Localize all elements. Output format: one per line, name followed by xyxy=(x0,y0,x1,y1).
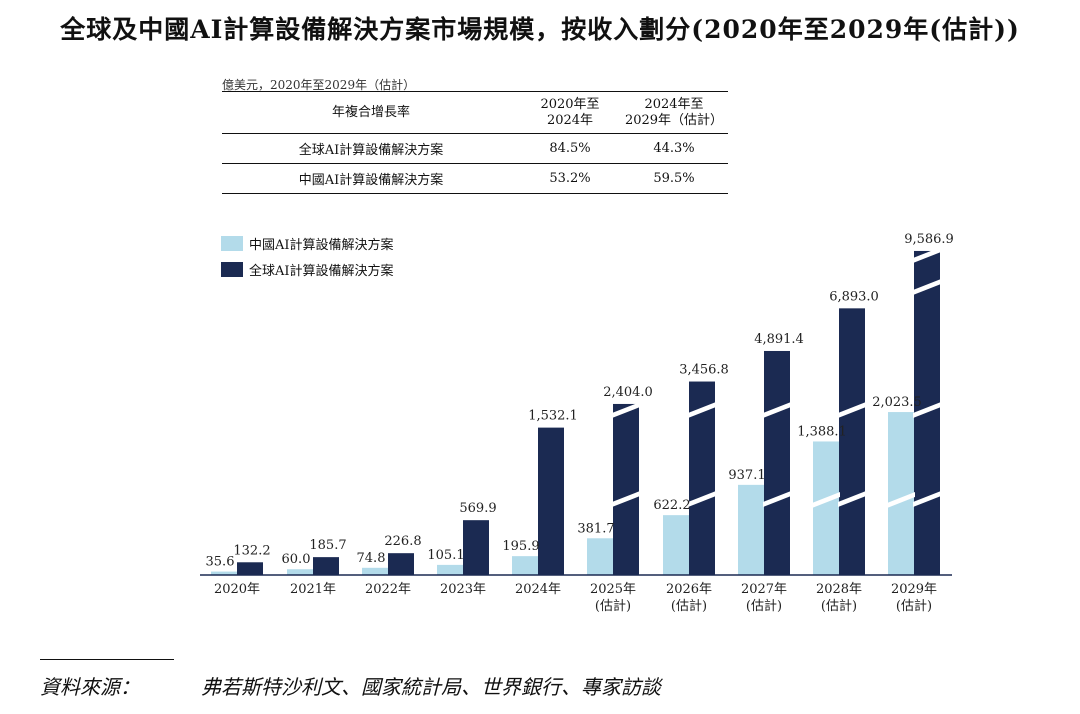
bar-global xyxy=(538,427,564,575)
x-tick-label: (估計) xyxy=(595,598,631,614)
cagr-row-label: 全球AI計算設備解決方案 xyxy=(222,133,520,164)
x-tick-label: 2027年 xyxy=(741,582,787,597)
x-tick-label: 2026年 xyxy=(666,582,712,597)
axis-break-mark xyxy=(913,279,941,295)
axis-break-mark xyxy=(838,402,866,418)
cagr-header-period-2-line2: 2029年（估計） xyxy=(624,112,724,128)
axis-break-mark xyxy=(763,279,791,295)
source-divider xyxy=(40,659,174,660)
data-label-china: 105.1 xyxy=(427,548,464,563)
cagr-header-period-1: 2020年至 2024年 xyxy=(520,91,620,134)
data-label-global: 6,893.0 xyxy=(829,289,879,304)
legend-item-global: 全球AI計算設備解決方案 xyxy=(221,259,394,279)
data-label-china: 622.2 xyxy=(653,498,690,513)
data-label-china: 1,388.1 xyxy=(797,424,847,439)
data-label-global: 4,891.4 xyxy=(754,332,804,347)
bar-china xyxy=(587,538,613,575)
cagr-row-label: 中國AI計算設備解決方案 xyxy=(222,163,520,194)
axis-break-mark xyxy=(763,402,791,418)
axis-break-mark xyxy=(913,491,941,507)
x-tick-label: (估計) xyxy=(746,598,782,614)
cagr-row-value: 59.5% xyxy=(620,163,728,194)
table-row: 中國AI計算設備解決方案 53.2% 59.5% xyxy=(222,163,728,194)
legend-label-china: 中國AI計算設備解決方案 xyxy=(249,237,394,253)
data-label-global: 2,404.0 xyxy=(603,385,653,400)
bar-global xyxy=(237,562,263,575)
bar-china xyxy=(512,556,538,575)
bar-china xyxy=(888,412,914,575)
bar-china xyxy=(362,567,388,575)
x-tick-label: (估計) xyxy=(821,598,857,614)
source-text: 弗若斯特沙利文、國家統計局、世界銀行、專家訪談 xyxy=(201,675,661,699)
source-label: 資料來源： xyxy=(40,675,140,699)
legend-item-china: 中國AI計算設備解決方案 xyxy=(221,233,394,253)
bar-global xyxy=(839,308,865,575)
bar-china xyxy=(211,571,237,575)
data-label-china: 381.7 xyxy=(577,521,614,536)
cagr-table: 年複合增長率 2020年至 2024年 2024年至 2029年（估計） 全球A… xyxy=(222,91,728,194)
bar-global xyxy=(463,520,489,575)
x-tick-label: 2024年 xyxy=(515,582,561,597)
data-label-global: 569.9 xyxy=(459,501,496,516)
x-tick-label: 2020年 xyxy=(214,582,260,597)
table-row: 全球AI計算設備解決方案 84.5% 44.3% xyxy=(222,133,728,164)
axis-break-mark xyxy=(838,279,866,295)
bar-china xyxy=(663,515,689,575)
cagr-header-period-1-line2: 2024年 xyxy=(546,112,594,128)
data-label-china: 195.9 xyxy=(502,539,539,554)
axis-break-mark xyxy=(812,492,840,508)
legend-label-global: 全球AI計算設備解決方案 xyxy=(249,263,394,279)
axis-break-mark xyxy=(612,491,640,507)
axis-break-mark xyxy=(763,491,791,507)
legend-swatch-global xyxy=(221,261,243,277)
bar-china xyxy=(437,564,463,575)
bar-global xyxy=(613,403,639,575)
cagr-row-value: 44.3% xyxy=(620,133,728,164)
axis-break-mark xyxy=(688,402,716,418)
bar-china xyxy=(287,569,313,575)
cagr-header-label: 年複合增長率 xyxy=(222,91,520,134)
data-label-global: 9,586.9 xyxy=(904,232,954,247)
cagr-header-period-1-line1: 2020年至 xyxy=(540,96,600,112)
unit-note: 億美元，2020年至2029年（估計） xyxy=(222,78,416,92)
cagr-header-period-2: 2024年至 2029年（估計） xyxy=(620,91,728,134)
x-tick-label: 2021年 xyxy=(290,582,336,597)
x-tick-label: 2022年 xyxy=(365,582,411,597)
axis-break-mark xyxy=(913,402,941,418)
legend-swatch-china xyxy=(221,235,243,251)
x-tick-label: (估計) xyxy=(671,598,707,614)
data-label-china: 937.1 xyxy=(728,468,765,483)
x-tick-label: (估計) xyxy=(896,598,932,614)
axis-break-mark xyxy=(838,491,866,507)
bar-global xyxy=(388,553,414,575)
x-tick-label: 2029年 xyxy=(891,582,937,597)
cagr-row-value: 53.2% xyxy=(520,163,620,194)
x-tick-label: 2028年 xyxy=(816,582,862,597)
data-label-global: 3,456.8 xyxy=(679,363,729,378)
chart-legend: 中國AI計算設備解決方案 全球AI計算設備解決方案 xyxy=(221,233,394,285)
x-tick-label: 2025年 xyxy=(590,582,636,597)
bar-global xyxy=(313,557,339,575)
x-tick-label: 2023年 xyxy=(440,582,486,597)
data-label-china: 35.6 xyxy=(206,555,235,570)
data-label-global: 1,532.1 xyxy=(528,409,578,424)
data-label-global: 226.8 xyxy=(384,534,421,549)
axis-break-mark xyxy=(612,402,640,418)
axis-break-mark xyxy=(887,492,915,508)
bar-global xyxy=(764,350,790,575)
axis-break-mark xyxy=(688,491,716,507)
data-label-global: 185.7 xyxy=(309,538,346,553)
axis-break-mark xyxy=(913,247,941,263)
chart-title: 全球及中國AI計算設備解決方案市場規模，按收入劃分(2020年至2029年(估計… xyxy=(60,15,1020,44)
bar-china xyxy=(738,484,764,575)
data-label-global: 132.2 xyxy=(233,543,270,558)
cagr-row-value: 84.5% xyxy=(520,133,620,164)
data-label-china: 74.8 xyxy=(357,551,386,566)
data-label-china: 2,023.5 xyxy=(872,395,922,410)
cagr-header-period-2-line1: 2024年至 xyxy=(644,96,704,112)
data-label-china: 60.0 xyxy=(282,552,311,567)
bar-china xyxy=(813,441,839,575)
